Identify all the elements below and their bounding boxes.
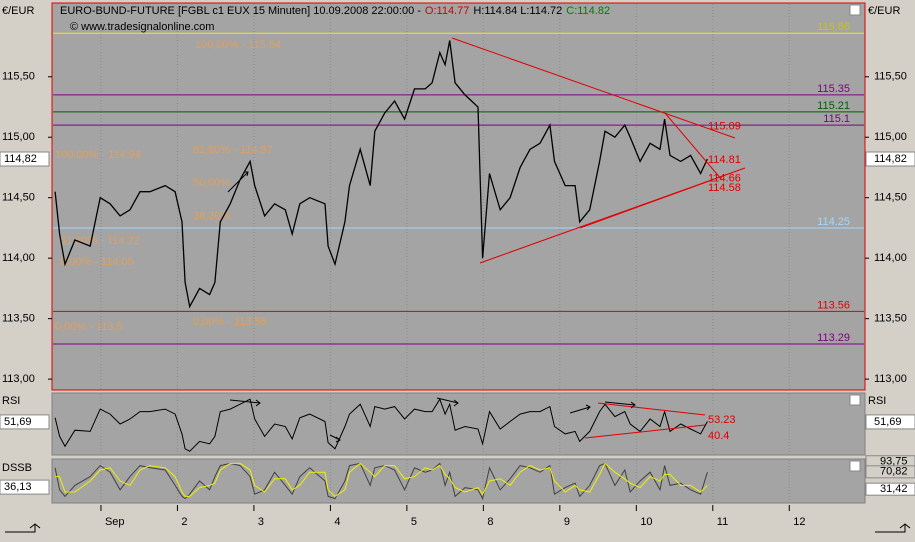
y-tick-label: 114,50 xyxy=(2,192,35,204)
level-label: 114.25 xyxy=(817,216,850,228)
arrow xyxy=(569,404,591,414)
x-axis-strip xyxy=(52,505,865,535)
arrows xyxy=(227,171,636,443)
plot-layer: Sep 2 3 4 5 8 9 10 11 12 113,00 113,00 113,50 113,50 1… xyxy=(0,4,915,528)
trend-label: 114.81 xyxy=(708,154,741,166)
value-box xyxy=(0,479,50,495)
y-tick-label: 113,00 xyxy=(2,373,35,385)
value-box xyxy=(865,414,915,430)
dssb-panel xyxy=(51,458,866,504)
annotation: 61,80% - 114.97 xyxy=(193,144,273,156)
close-button[interactable] xyxy=(849,4,861,16)
y-tick-label: 113,00 xyxy=(874,373,907,385)
trend-label: 114.58 xyxy=(708,182,741,194)
x-tick-label: 4 xyxy=(334,516,340,528)
x-tick-label: 3 xyxy=(258,516,264,528)
price-panel xyxy=(51,2,866,391)
series-line xyxy=(54,398,708,452)
y-tick-label: 115,50 xyxy=(2,71,35,83)
y-tick-label: 115,50 xyxy=(874,71,907,83)
y-tick-label: 114,50 xyxy=(874,192,907,204)
value-box-label: 93,75 xyxy=(880,456,908,468)
x-tick-label: 12 xyxy=(793,516,805,528)
value-box xyxy=(865,465,915,479)
y-axis-label: €/EUR xyxy=(2,5,34,17)
title: EURO-BUND-FUTURE [FGBL c1 EUX 15 Minuten… xyxy=(60,5,421,17)
value-box-label: 114,82 xyxy=(874,153,907,165)
trendlines xyxy=(451,37,746,439)
level-label: 113.56 xyxy=(817,299,850,311)
level-label: 115.86 xyxy=(817,21,850,33)
y-tick-label: 115,00 xyxy=(874,131,907,143)
panel-title: RSI xyxy=(868,395,886,407)
x-tick-label: 8 xyxy=(487,516,493,528)
arrow xyxy=(436,397,459,407)
arrow xyxy=(604,401,636,409)
value-box xyxy=(0,414,50,430)
series-line xyxy=(55,462,708,498)
value-box-label: 51,69 xyxy=(874,416,902,428)
ohlc-value: C:114.82 xyxy=(566,5,610,17)
chart-title: EURO-BUND-FUTURE [FGBL c1 EUX 15 Minuten… xyxy=(60,5,610,17)
trendline xyxy=(664,112,723,181)
trendline xyxy=(451,37,736,139)
y-tick-label: 113,50 xyxy=(874,313,907,325)
level-label: 115.35 xyxy=(817,83,850,95)
source: © www.tradesignalonline.com xyxy=(70,21,214,33)
close-button[interactable] xyxy=(849,394,861,406)
annotation: 100,00% - 115.84 xyxy=(195,39,281,51)
series-line xyxy=(54,40,708,309)
annotation: 61,80% - 114.22 xyxy=(60,235,140,247)
scroll-left-icon[interactable] xyxy=(5,523,41,533)
x-tick-label: 10 xyxy=(640,516,652,528)
x-tick-label: 11 xyxy=(717,516,728,528)
value-box-label: 51,69 xyxy=(4,416,32,428)
panel-title: DSSB xyxy=(2,462,32,474)
annotation: 50,00% xyxy=(193,177,231,189)
value-box-label: 36,13 xyxy=(4,481,32,493)
value-box-label: 114,82 xyxy=(4,153,37,165)
value-box xyxy=(865,482,915,496)
trendline xyxy=(584,424,706,439)
y-tick-label: 114,00 xyxy=(874,252,907,264)
trendline xyxy=(597,402,706,416)
trend-label: 53.23 xyxy=(708,414,736,426)
annotation: 100,00% - 114.94 xyxy=(55,149,141,161)
rsi-panel xyxy=(51,392,866,456)
arrow xyxy=(227,171,249,193)
y-tick-label: 115,00 xyxy=(2,131,35,143)
value-box-label: 70,82 xyxy=(880,466,908,478)
x-tick-label: 9 xyxy=(564,516,570,528)
annotation: 0,00% - 113.55 xyxy=(193,316,267,328)
annotation: 38,20% xyxy=(193,210,231,222)
panel-title: RSI xyxy=(2,395,20,407)
trendline xyxy=(579,179,713,229)
trend-label: 40.4 xyxy=(708,430,729,442)
y-axis-label: €/EUR xyxy=(868,5,900,17)
trend-label: 114.66 xyxy=(708,172,741,184)
level-label: 115.1 xyxy=(823,113,850,125)
trend-label: 115.09 xyxy=(708,120,741,132)
x-tick-label: 5 xyxy=(411,516,417,528)
x-tick-label: Sep xyxy=(105,516,125,528)
annotation: 0,00% - 113.5 xyxy=(55,321,123,333)
arrow xyxy=(229,399,261,407)
level-label: 113.29 xyxy=(817,332,850,344)
close-button[interactable] xyxy=(849,460,861,472)
ohlc-value: O:114.77 xyxy=(425,5,469,17)
value-box-label: 31,42 xyxy=(880,483,908,495)
x-tick-label: 2 xyxy=(181,516,187,528)
arrow xyxy=(329,434,341,443)
y-tick-label: 114,00 xyxy=(2,252,35,264)
level-label: 115.21 xyxy=(817,100,850,112)
value-box xyxy=(0,151,50,167)
scroll-right-icon[interactable] xyxy=(875,523,911,533)
y-tick-label: 113,50 xyxy=(2,313,35,325)
annotation: 0,00% - 114.05 xyxy=(60,256,134,268)
ohlc-value: H:114.84 L:114.72 xyxy=(473,5,562,17)
value-box xyxy=(865,151,915,167)
